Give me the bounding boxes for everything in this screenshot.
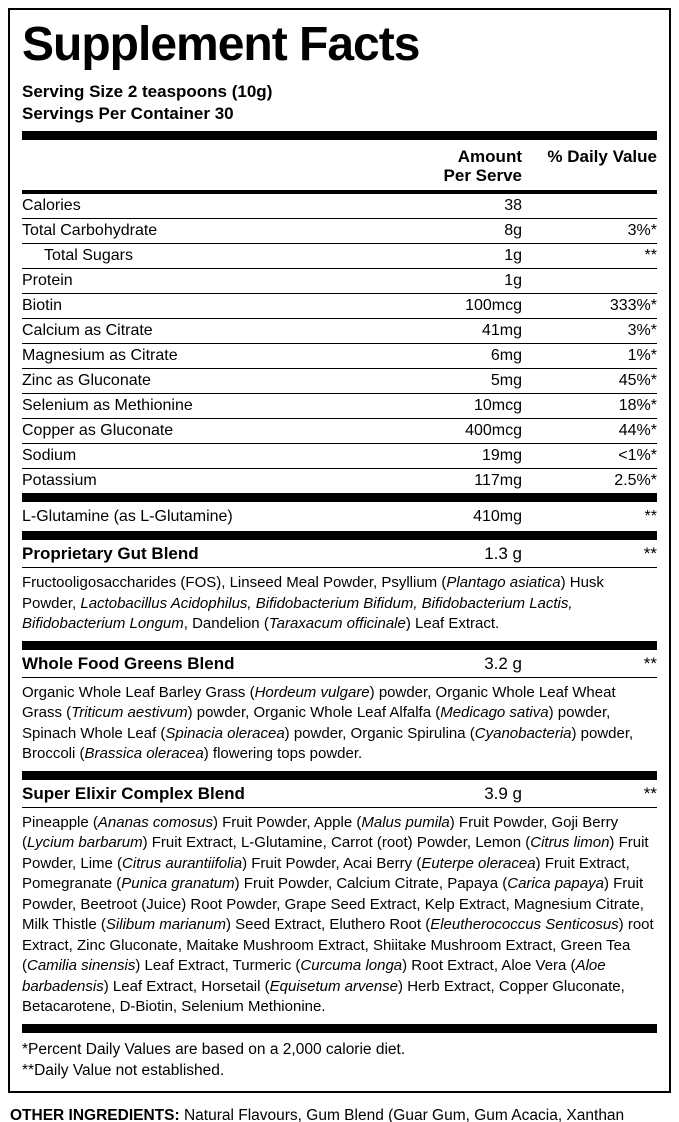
footnote-not-established: **Daily Value not established. xyxy=(22,1061,225,1079)
nutrient-name: Protein xyxy=(22,272,73,289)
other-ingredients-text: Natural Flavours, Gum Blend (Guar Gum, G… xyxy=(183,1106,625,1122)
servings-per-container: Servings Per Container 30 xyxy=(22,104,234,123)
divider-thick-top xyxy=(22,131,657,140)
nutrient-row: Calcium as Citrate 41mg 3%* xyxy=(22,318,657,343)
nutrient-row: Protein 1g xyxy=(22,268,657,293)
nutrient-amount: 19mg xyxy=(481,447,522,464)
supplement-label: Supplement Facts Serving Size 2 teaspoon… xyxy=(0,8,679,1122)
divider-thick xyxy=(22,1023,657,1033)
nutrient-amount: 1g xyxy=(504,272,522,289)
blend-amount: 1.3 g xyxy=(484,544,522,563)
nutrient-dv: 1%* xyxy=(627,347,657,364)
nutrient-name: L-Glutamine (as L-Glutamine) xyxy=(22,508,233,525)
nutrient-name: Zinc as Gluconate xyxy=(22,372,151,389)
divider-thick xyxy=(22,531,657,540)
nutrient-dv: 45%* xyxy=(618,372,657,389)
nutrient-name: Calories xyxy=(22,197,81,214)
nutrient-amount: 1g xyxy=(504,247,522,264)
nutrient-dv: 333%* xyxy=(609,297,657,314)
amount-header-line2: Per Serve xyxy=(443,166,522,185)
blend-header-row: Whole Food Greens Blend 3.2 g ** xyxy=(22,650,657,678)
facts-panel: Supplement Facts Serving Size 2 teaspoon… xyxy=(8,8,671,1093)
blend-amount: 3.2 g xyxy=(484,653,522,673)
amount-header-line1: Amount xyxy=(457,147,522,166)
nutrient-amount: 38 xyxy=(504,197,522,214)
nutrient-amount: 117mg xyxy=(474,472,522,489)
nutrient-amount: 100mcg xyxy=(465,297,522,314)
nutrient-row: Biotin 100mcg 333%* xyxy=(22,293,657,318)
serving-size: Serving Size 2 teaspoons (10g) xyxy=(22,82,273,101)
nutrient-dv: ** xyxy=(644,508,657,525)
footnote-daily-values: *Percent Daily Values are based on a 2,0… xyxy=(22,1040,406,1058)
nutrient-dv: ** xyxy=(644,247,657,264)
blend-name: Super Elixir Complex Blend xyxy=(22,783,245,803)
nutrient-name: Selenium as Methionine xyxy=(22,397,193,414)
nutrient-table: Calories 38 Total Carbohydrate 8g 3%* To… xyxy=(22,194,657,493)
column-header-row: Amount Per Serve % Daily Value xyxy=(22,140,657,190)
nutrient-name: Potassium xyxy=(22,472,97,489)
nutrient-dv: <1%* xyxy=(618,447,657,464)
blend-description: Pineapple (Ananas comosus) Fruit Powder,… xyxy=(22,813,654,1016)
blend-header-row: Proprietary Gut Blend 1.3 g ** xyxy=(22,540,657,568)
nutrient-row: Calories 38 xyxy=(22,194,657,218)
nutrient-amount: 400mcg xyxy=(465,422,522,439)
nutrient-row: Selenium as Methionine 10mcg 18%* xyxy=(22,393,657,418)
nutrient-row: Potassium 117mg 2.5%* xyxy=(22,468,657,493)
nutrient-name: Biotin xyxy=(22,297,63,314)
divider-thick xyxy=(22,493,657,502)
blend-dv: ** xyxy=(643,653,657,673)
other-ingredients: OTHER INGREDIENTS: Natural Flavours, Gum… xyxy=(10,1105,669,1122)
nutrient-name: Copper as Gluconate xyxy=(22,422,174,439)
nutrient-name: Sodium xyxy=(22,447,77,464)
footnotes: *Percent Daily Values are based on a 2,0… xyxy=(22,1039,657,1083)
panel-title: Supplement Facts xyxy=(22,18,420,71)
nutrient-amount: 41mg xyxy=(481,322,522,339)
amount-column-header: Amount Per Serve xyxy=(362,147,522,185)
blend-amount: 3.9 g xyxy=(484,783,522,803)
blend-name: Proprietary Gut Blend xyxy=(22,544,199,563)
nutrient-row: Total Carbohydrate 8g 3%* xyxy=(22,218,657,243)
blend-header-row: Super Elixir Complex Blend 3.9 g ** xyxy=(22,780,657,808)
blend-description: Organic Whole Leaf Barley Grass (Hordeum… xyxy=(22,683,634,763)
other-ingredients-label: OTHER INGREDIENTS: xyxy=(10,1106,180,1122)
nutrient-dv: 3%* xyxy=(627,322,657,339)
nutrient-amount: 410mg xyxy=(473,508,522,525)
nutrient-dv: 44%* xyxy=(618,422,657,439)
nutrient-row: Sodium 19mg <1%* xyxy=(22,443,657,468)
nutrient-dv: 18%* xyxy=(618,397,657,414)
blend-dv: ** xyxy=(643,544,657,563)
nutrient-amount: 8g xyxy=(504,222,522,239)
nutrient-name: Magnesium as Citrate xyxy=(22,347,178,364)
divider-medium xyxy=(22,190,657,194)
nutrient-amount: 6mg xyxy=(490,347,522,364)
nutrient-row: Magnesium as Citrate 6mg 1%* xyxy=(22,343,657,368)
nutrient-name: Total Carbohydrate xyxy=(22,222,158,239)
nutrient-amount: 10mcg xyxy=(473,397,522,414)
nutrient-row: Copper as Gluconate 400mcg 44%* xyxy=(22,418,657,443)
daily-value-header: % Daily Value xyxy=(547,147,657,166)
nutrient-dv: 2.5%* xyxy=(614,472,657,489)
divider-thick xyxy=(22,640,657,650)
glutamine-row: L-Glutamine (as L-Glutamine) 410mg ** xyxy=(22,502,657,531)
blend-dv: ** xyxy=(643,783,657,803)
nutrient-name: Total Sugars xyxy=(44,247,133,264)
divider-thick xyxy=(22,770,657,780)
blend-description: Fructooligosaccharides (FOS), Linseed Me… xyxy=(22,574,604,632)
nutrient-row: Total Sugars 1g ** xyxy=(22,243,657,268)
nutrient-dv: 3%* xyxy=(627,222,657,239)
blend-name: Whole Food Greens Blend xyxy=(22,653,235,673)
nutrient-amount: 5mg xyxy=(490,372,522,389)
nutrient-name: Calcium as Citrate xyxy=(22,322,153,339)
nutrient-row: Zinc as Gluconate 5mg 45%* xyxy=(22,368,657,393)
